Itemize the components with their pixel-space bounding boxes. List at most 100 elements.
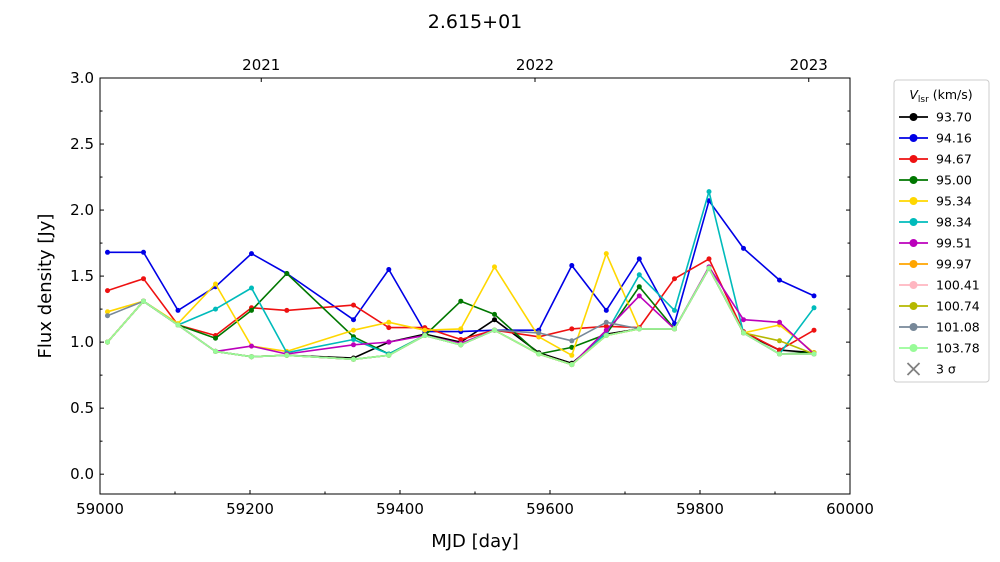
- data-point-99.51: [741, 317, 746, 323]
- legend-marker-95.34: [909, 197, 918, 205]
- legend-entries: 93.70 94.16 94.67 95.00 95.34 98.34 99.51 99.97…: [899, 110, 980, 377]
- data-point-103.78: [636, 326, 642, 332]
- data-point-103.78: [603, 333, 609, 338]
- y-tick-label: 2.0: [70, 201, 94, 219]
- plot-frame: [99, 77, 851, 495]
- data-point-103.78: [458, 342, 464, 348]
- data-point-103.78: [105, 339, 110, 345]
- data-point-94.67: [811, 327, 817, 333]
- data-point-95.00: [492, 311, 497, 317]
- data-point-95.00: [569, 344, 575, 350]
- data-point-95.34: [536, 334, 542, 340]
- data-point-94.67: [672, 276, 677, 282]
- legend-label-94.67: 94.67: [936, 152, 972, 167]
- data-point-94.16: [672, 321, 677, 327]
- y-axis-label: Flux density [Jy]: [35, 214, 56, 359]
- legend-marker-95.00: [909, 176, 918, 184]
- data-point-94.67: [284, 307, 290, 313]
- legend-marker-98.34: [909, 218, 918, 226]
- data-point-94.16: [811, 293, 817, 299]
- data-point-95.00: [636, 284, 642, 290]
- legend-label-98.34: 98.34: [936, 215, 972, 230]
- series-line-94.16: [107, 200, 815, 333]
- data-point-103.78: [811, 351, 817, 357]
- data-point-101.08: [536, 330, 542, 336]
- data-point-93.70: [492, 317, 497, 323]
- data-point-98.34: [213, 306, 218, 312]
- data-point-103.78: [351, 356, 356, 362]
- data-point-95.00: [458, 298, 464, 304]
- data-point-103.78: [213, 348, 218, 354]
- data-point-94.67: [141, 276, 146, 282]
- data-point-94.16: [175, 307, 181, 313]
- legend-title-subscript: lsr: [918, 95, 929, 105]
- y-tick-label: 0.5: [70, 399, 94, 417]
- data-point-95.34: [603, 251, 609, 257]
- data-point-99.51: [249, 343, 254, 349]
- data-point-98.34: [636, 272, 642, 278]
- legend: Vlsr (km/s) 93.70 94.16 94.67 95.00 95.34 98.…: [893, 79, 990, 383]
- year-tick-label: 2023: [790, 56, 828, 74]
- x-tick-label: 59000: [76, 500, 124, 518]
- data-point-100.74: [777, 338, 782, 344]
- y-tick-label: 2.5: [70, 135, 94, 153]
- data-point-94.67: [386, 325, 392, 331]
- legend-title-symbol: V: [909, 87, 919, 102]
- legend-label-99.51: 99.51: [936, 236, 972, 251]
- x-tick-label: 59800: [676, 500, 724, 518]
- data-point-94.16: [603, 307, 609, 313]
- data-point-94.16: [777, 277, 782, 283]
- data-point-94.16: [249, 251, 254, 257]
- data-point-95.34: [492, 264, 497, 270]
- data-point-103.78: [492, 327, 497, 333]
- legend-label-100.74: 100.74: [936, 299, 980, 314]
- year-tick-label: 2022: [516, 56, 554, 74]
- legend-box: [893, 79, 990, 383]
- x-tick-label: 59200: [226, 500, 274, 518]
- legend-label-99.97: 99.97: [936, 257, 972, 272]
- data-point-95.34: [213, 281, 218, 287]
- data-point-94.16: [351, 317, 356, 323]
- x-tick-label: 60000: [826, 500, 874, 518]
- data-point-101.08: [603, 319, 609, 325]
- data-point-103.78: [386, 352, 392, 358]
- data-point-103.78: [284, 352, 290, 358]
- data-point-95.34: [351, 327, 356, 333]
- legend-label-3-sigma: 3 σ: [936, 362, 956, 377]
- legend-title: Vlsr (km/s): [909, 87, 972, 105]
- legend-marker-103.78: [909, 344, 918, 352]
- data-point-98.34: [672, 307, 677, 313]
- data-point-103.78: [777, 351, 782, 357]
- data-point-94.67: [603, 323, 609, 329]
- data-point-95.00: [249, 307, 254, 313]
- data-point-99.51: [603, 327, 609, 333]
- data-point-95.34: [386, 319, 392, 325]
- data-point-98.34: [249, 285, 254, 291]
- series-line-103.78: [106, 267, 814, 366]
- data-point-94.67: [105, 288, 110, 294]
- x-axis-label: MJD [day]: [431, 531, 519, 552]
- data-point-103.78: [569, 362, 575, 368]
- data-point-98.34: [706, 189, 712, 195]
- data-point-94.67: [569, 326, 575, 332]
- data-point-95.34: [422, 327, 428, 333]
- legend-marker-94.67: [909, 155, 918, 163]
- legend-label-94.16: 94.16: [936, 131, 972, 146]
- series-line-94.67: [107, 258, 815, 351]
- legend-label-95.34: 95.34: [936, 194, 972, 209]
- legend-sigma-marker: [906, 362, 921, 376]
- data-point-98.34: [351, 337, 356, 342]
- legend-marker-93.70: [909, 113, 918, 121]
- data-point-95.34: [569, 352, 575, 358]
- data-point-99.51: [636, 293, 642, 299]
- chart-title: 2.615+01: [428, 11, 523, 33]
- data-point-99.51: [351, 342, 356, 348]
- data-point-103.78: [249, 354, 254, 360]
- data-point-103.78: [672, 326, 677, 332]
- data-point-101.08: [569, 338, 575, 344]
- axes: 59000 59200 59400 59600 59800 60000 0.0 0.5 1.0 1…: [70, 56, 874, 518]
- data-point-95.34: [458, 326, 464, 332]
- y-tick-label: 0.0: [70, 465, 94, 483]
- data-point-99.51: [777, 319, 782, 325]
